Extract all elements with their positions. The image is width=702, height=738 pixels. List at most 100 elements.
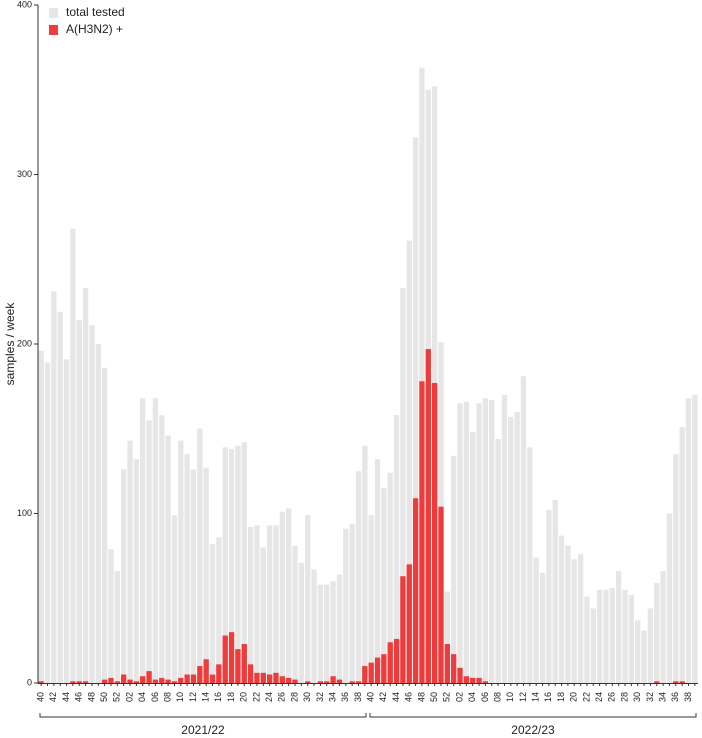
bar [311, 569, 317, 683]
bar [355, 681, 362, 683]
bar [222, 447, 228, 683]
bar [679, 427, 685, 683]
x-tick-label: 36 [340, 692, 350, 702]
x-tick-label: 12 [518, 692, 528, 702]
bar [57, 311, 63, 683]
bar [539, 572, 546, 683]
bar [387, 472, 393, 683]
x-tick-label: 12 [188, 692, 198, 702]
x-tick-label: 22 [581, 692, 591, 702]
bar [228, 449, 235, 683]
bar [622, 589, 628, 683]
x-tick-label: 32 [315, 692, 325, 702]
bar [330, 676, 336, 683]
x-tick-label: 28 [289, 692, 299, 702]
x-tick-label: 34 [657, 692, 667, 702]
bar [508, 416, 514, 683]
x-tick-label: 50 [429, 692, 439, 702]
bar [184, 454, 190, 683]
bar [89, 325, 95, 683]
bar [666, 513, 673, 683]
bar [266, 674, 273, 683]
bar [324, 584, 330, 683]
x-tick-label: 20 [239, 692, 249, 702]
bar [133, 681, 140, 683]
bar [393, 638, 400, 683]
x-tick-label: 06 [150, 692, 160, 702]
x-tick-label: 04 [137, 692, 147, 702]
x-tick-label: 44 [391, 692, 401, 702]
x-tick-label: 32 [645, 692, 655, 702]
bar [654, 582, 660, 683]
y-tick-label: 100 [17, 508, 32, 518]
bar [203, 467, 209, 683]
bar [76, 681, 82, 683]
bar [279, 511, 285, 683]
bar [476, 403, 482, 683]
bar [444, 644, 450, 683]
bar [114, 571, 120, 683]
bar [609, 588, 615, 683]
bar [451, 654, 457, 683]
y-tick-label: 200 [17, 338, 32, 348]
bar [533, 557, 539, 683]
bar [247, 664, 254, 683]
legend-swatch [49, 8, 58, 18]
bar [482, 681, 489, 683]
legend-swatch [49, 25, 58, 35]
bar [317, 584, 324, 683]
bar [159, 415, 165, 683]
bar [349, 523, 355, 683]
bar [406, 240, 412, 684]
legend-label: total tested [66, 5, 125, 19]
bar [362, 666, 368, 683]
bar [121, 469, 127, 683]
bar [673, 681, 679, 683]
bar [235, 445, 241, 683]
bar [254, 672, 260, 683]
x-tick-label: 06 [480, 692, 490, 702]
x-tick-label: 20 [569, 692, 579, 702]
bar [171, 515, 178, 683]
bar [679, 681, 685, 683]
bar [273, 525, 279, 683]
bar [603, 589, 609, 683]
x-tick-label: 30 [632, 692, 642, 702]
bar [197, 428, 203, 683]
bar [133, 459, 140, 683]
bar [44, 362, 51, 683]
bar [489, 399, 495, 683]
bar [298, 562, 305, 683]
bar [228, 632, 235, 683]
bar [571, 559, 577, 683]
bar [38, 681, 44, 683]
bar [400, 288, 406, 683]
bar [127, 679, 133, 683]
bar [685, 398, 692, 683]
bar [387, 642, 393, 683]
bar [209, 544, 216, 683]
bar [222, 635, 228, 683]
bar [292, 679, 298, 683]
x-tick-label: 50 [99, 692, 109, 702]
bar [146, 420, 152, 683]
bar [654, 681, 660, 683]
bar [241, 644, 247, 683]
x-tick-label: 02 [454, 692, 464, 702]
bar [514, 411, 520, 683]
x-tick-label: 14 [531, 692, 541, 702]
bar [140, 398, 146, 683]
season-label: 2021/22 [181, 723, 225, 737]
bar [628, 594, 635, 683]
x-tick-label: 16 [543, 692, 553, 702]
bar [577, 554, 584, 683]
bar [101, 679, 108, 683]
x-tick-label: 24 [594, 692, 604, 702]
bar [412, 498, 419, 683]
bar [184, 674, 190, 683]
bar [63, 359, 70, 683]
bar [260, 672, 266, 683]
bar [343, 528, 349, 683]
bar [527, 447, 533, 683]
y-tick-label: 300 [17, 169, 32, 179]
